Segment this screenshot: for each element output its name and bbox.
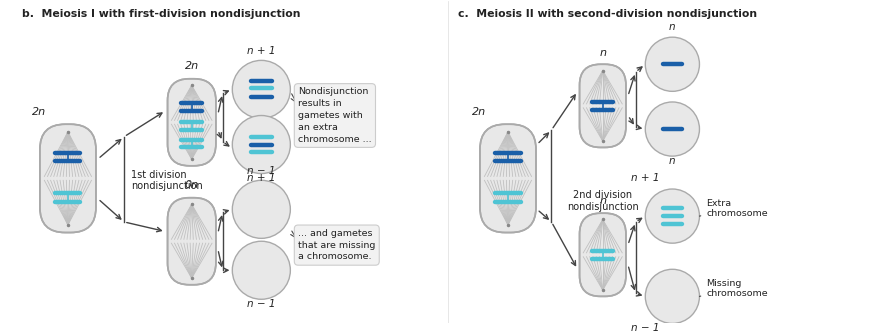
FancyBboxPatch shape [168, 79, 216, 166]
Text: n − 1: n − 1 [247, 299, 276, 309]
Text: 2n: 2n [32, 107, 46, 117]
Circle shape [645, 37, 700, 91]
Text: n: n [669, 22, 676, 32]
Text: Missing
chromosome: Missing chromosome [700, 279, 768, 298]
FancyBboxPatch shape [580, 64, 626, 148]
Text: b.  Meiosis I with first-division nondisjunction: b. Meiosis I with first-division nondisj… [22, 9, 301, 19]
FancyBboxPatch shape [39, 124, 96, 232]
FancyBboxPatch shape [580, 213, 626, 296]
Text: n − 1: n − 1 [631, 323, 659, 333]
Text: n: n [669, 156, 676, 166]
Text: 2nd division
nondisjunction: 2nd division nondisjunction [567, 190, 639, 211]
Text: n: n [599, 48, 607, 58]
Circle shape [232, 60, 290, 119]
Circle shape [645, 102, 700, 156]
Text: n − 1: n − 1 [247, 166, 276, 175]
Circle shape [232, 116, 290, 173]
Text: n: n [599, 196, 607, 206]
Text: 2n: 2n [472, 107, 486, 117]
Text: ... and gametes
that are missing
a chromosome.: ... and gametes that are missing a chrom… [298, 229, 375, 261]
Circle shape [645, 189, 700, 243]
Text: 1st division
nondisjunction: 1st division nondisjunction [131, 169, 202, 191]
Text: Extra
chromosome: Extra chromosome [700, 199, 768, 218]
Text: c.  Meiosis II with second-division nondisjunction: c. Meiosis II with second-division nondi… [458, 9, 757, 19]
FancyBboxPatch shape [168, 198, 216, 285]
FancyBboxPatch shape [480, 124, 536, 232]
Circle shape [232, 180, 290, 238]
Text: Nondisjunction
results in
gametes with
an extra
chromosome ...: Nondisjunction results in gametes with a… [298, 88, 372, 144]
Text: 2n: 2n [185, 61, 199, 71]
Text: 0n: 0n [185, 180, 199, 190]
Circle shape [645, 269, 700, 323]
Circle shape [232, 241, 290, 299]
Text: n + 1: n + 1 [247, 46, 276, 56]
Text: n + 1: n + 1 [247, 173, 276, 183]
Text: n + 1: n + 1 [631, 173, 659, 183]
